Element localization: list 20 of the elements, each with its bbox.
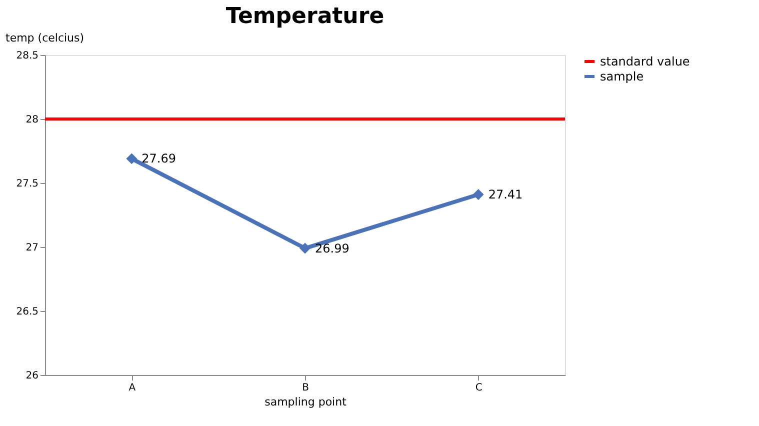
y-tick-label: 28 (26, 114, 38, 126)
y-tick-label: 28.5 (16, 50, 38, 62)
data-label: 27.41 (488, 188, 523, 202)
data-label: 26.99 (315, 241, 350, 256)
point (472, 189, 484, 200)
point (126, 153, 138, 164)
y-tick-label: 26.5 (16, 306, 38, 318)
chart-title: Temperature (226, 4, 384, 29)
y-tick-label: 27 (26, 242, 38, 254)
x-tick-label: A (128, 382, 136, 394)
data-label: 27.69 (142, 152, 176, 166)
y-axis-title: temp (celcius) (6, 32, 84, 44)
y-tick-label: 27.5 (16, 178, 38, 190)
legend-label: sample (600, 70, 644, 84)
x-tick-label: C (475, 382, 482, 394)
legend-label: standard value (600, 54, 690, 68)
x-tick-label: B (302, 382, 310, 394)
point (300, 242, 310, 254)
x-axis-title: sampling point (264, 396, 348, 408)
y-tick-label: 26 (26, 370, 38, 382)
